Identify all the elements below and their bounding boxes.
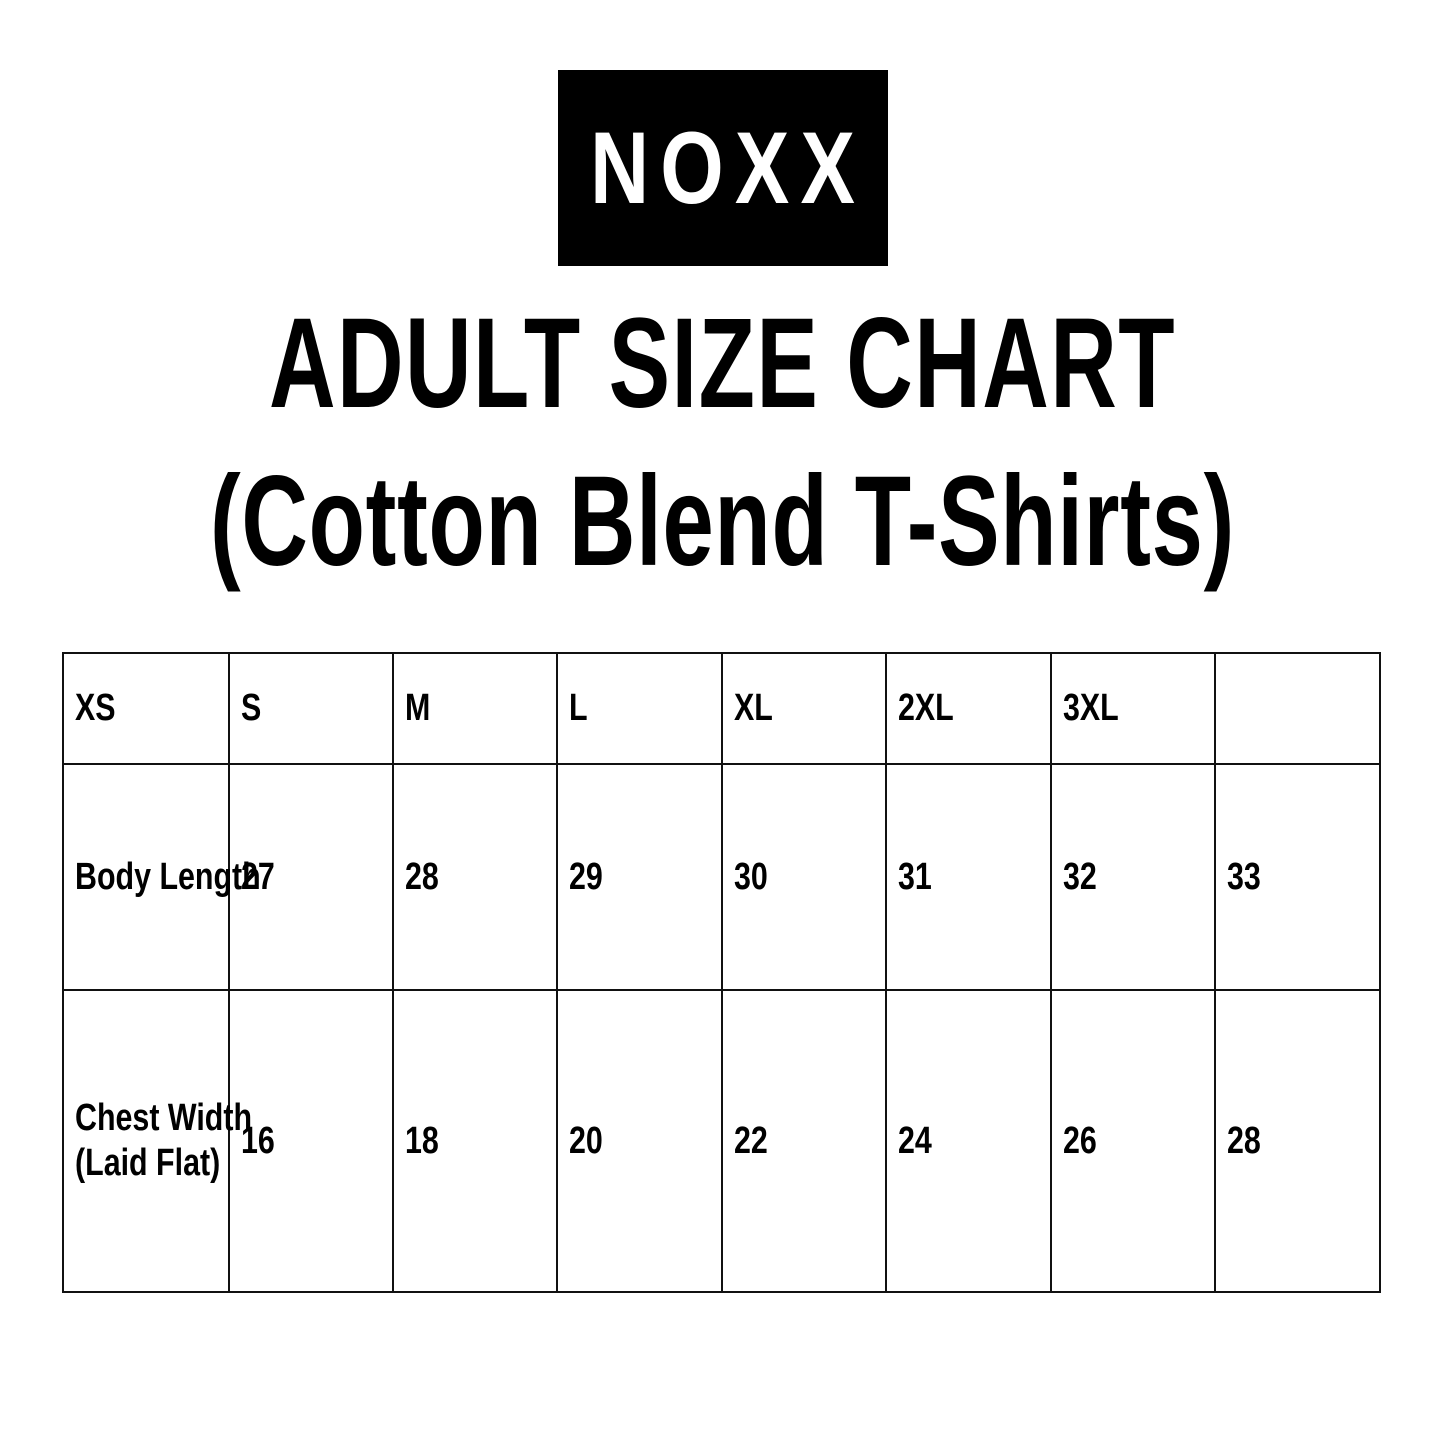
body-length-value-l: 30 xyxy=(733,855,768,898)
size-header-cell-5: 2XL xyxy=(885,652,1052,765)
body-length-3xl: 33 xyxy=(1214,763,1381,991)
chest-width-m: 20 xyxy=(556,989,723,1293)
chest-width-value-l: 22 xyxy=(733,1119,768,1162)
chest-width-value-xs: 16 xyxy=(240,1119,275,1162)
row-label-chest-width: Chest Width (Laid Flat) xyxy=(62,989,252,1293)
chest-width-value-3xl: 28 xyxy=(1227,1119,1262,1162)
logo-wordmark: NOXX xyxy=(590,111,867,225)
body-length-m: 29 xyxy=(556,763,723,991)
chest-width-value-xl: 24 xyxy=(898,1119,933,1162)
row-label-chest-width-line1: Chest Width xyxy=(75,1097,253,1140)
size-header-cell-6: 3XL xyxy=(1049,652,1217,765)
size-header-cell-4: XL xyxy=(720,652,888,765)
chest-width-value-2xl: 26 xyxy=(1062,1119,1097,1162)
chest-width-value-m: 20 xyxy=(569,1119,604,1162)
size-label-xl: XL xyxy=(733,687,773,730)
row-label-chest-width-line2: (Laid Flat) xyxy=(75,1142,221,1184)
body-length-l: 30 xyxy=(720,763,888,991)
logo-box: NOXX xyxy=(557,70,888,266)
page-subtitle: (Cotton Blend T-Shirts) xyxy=(209,450,1236,593)
chest-width-xl: 24 xyxy=(885,989,1052,1293)
size-label-m: M xyxy=(404,687,431,730)
size-chart-table: XS S M L XL 2XL 3XL Body Length 27 28 29… xyxy=(62,652,1381,1293)
table-row-chest-width: Chest Width (Laid Flat) 16 18 20 22 24 2… xyxy=(62,989,1381,1293)
size-header-cell-1: S xyxy=(227,652,394,765)
body-length-value-3xl: 33 xyxy=(1227,855,1262,898)
row-label-body-length-text: Body Length xyxy=(75,855,261,898)
title-block: ADULT SIZE CHART (Cotton Blend T-Shirts) xyxy=(0,300,1445,586)
chest-width-2xl: 26 xyxy=(1049,989,1217,1293)
body-length-value-2xl: 32 xyxy=(1062,855,1097,898)
body-length-value-s: 28 xyxy=(404,855,439,898)
table-row-sizes: XS S M L XL 2XL 3XL xyxy=(62,652,1381,765)
size-label-xs: XS xyxy=(75,687,116,730)
size-header-cell-2: M xyxy=(391,652,559,765)
chest-width-l: 22 xyxy=(720,989,888,1293)
body-length-value-xl: 31 xyxy=(898,855,933,898)
body-length-s: 28 xyxy=(391,763,559,991)
chest-width-value-s: 18 xyxy=(404,1119,439,1162)
row-label-chest-width-block: Chest Width (Laid Flat) xyxy=(75,1096,252,1186)
brand-logo: NOXX xyxy=(0,70,1445,266)
size-label-l: L xyxy=(569,687,589,730)
chest-width-xs: 16 xyxy=(227,989,394,1293)
size-chart-table-wrap: XS S M L XL 2XL 3XL Body Length 27 28 29… xyxy=(62,652,1381,1293)
row-label-body-length: Body Length xyxy=(62,763,261,991)
table-row-body-length: Body Length 27 28 29 30 31 32 33 xyxy=(62,763,1381,991)
page-title: ADULT SIZE CHART xyxy=(268,292,1177,435)
size-label-s: S xyxy=(240,687,261,730)
size-header-cell-7-empty xyxy=(1214,652,1381,765)
body-length-xs: 27 xyxy=(227,763,394,991)
size-header-cell-3: L xyxy=(556,652,723,765)
body-length-value-m: 29 xyxy=(569,855,604,898)
size-label-2xl: 2XL xyxy=(898,687,955,730)
chest-width-s: 18 xyxy=(391,989,559,1293)
size-header-cell-0: XS xyxy=(62,652,230,765)
body-length-2xl: 32 xyxy=(1049,763,1217,991)
size-label-3xl: 3XL xyxy=(1062,687,1119,730)
body-length-xl: 31 xyxy=(885,763,1052,991)
chest-width-3xl: 28 xyxy=(1214,989,1381,1293)
body-length-value-xs: 27 xyxy=(240,855,275,898)
